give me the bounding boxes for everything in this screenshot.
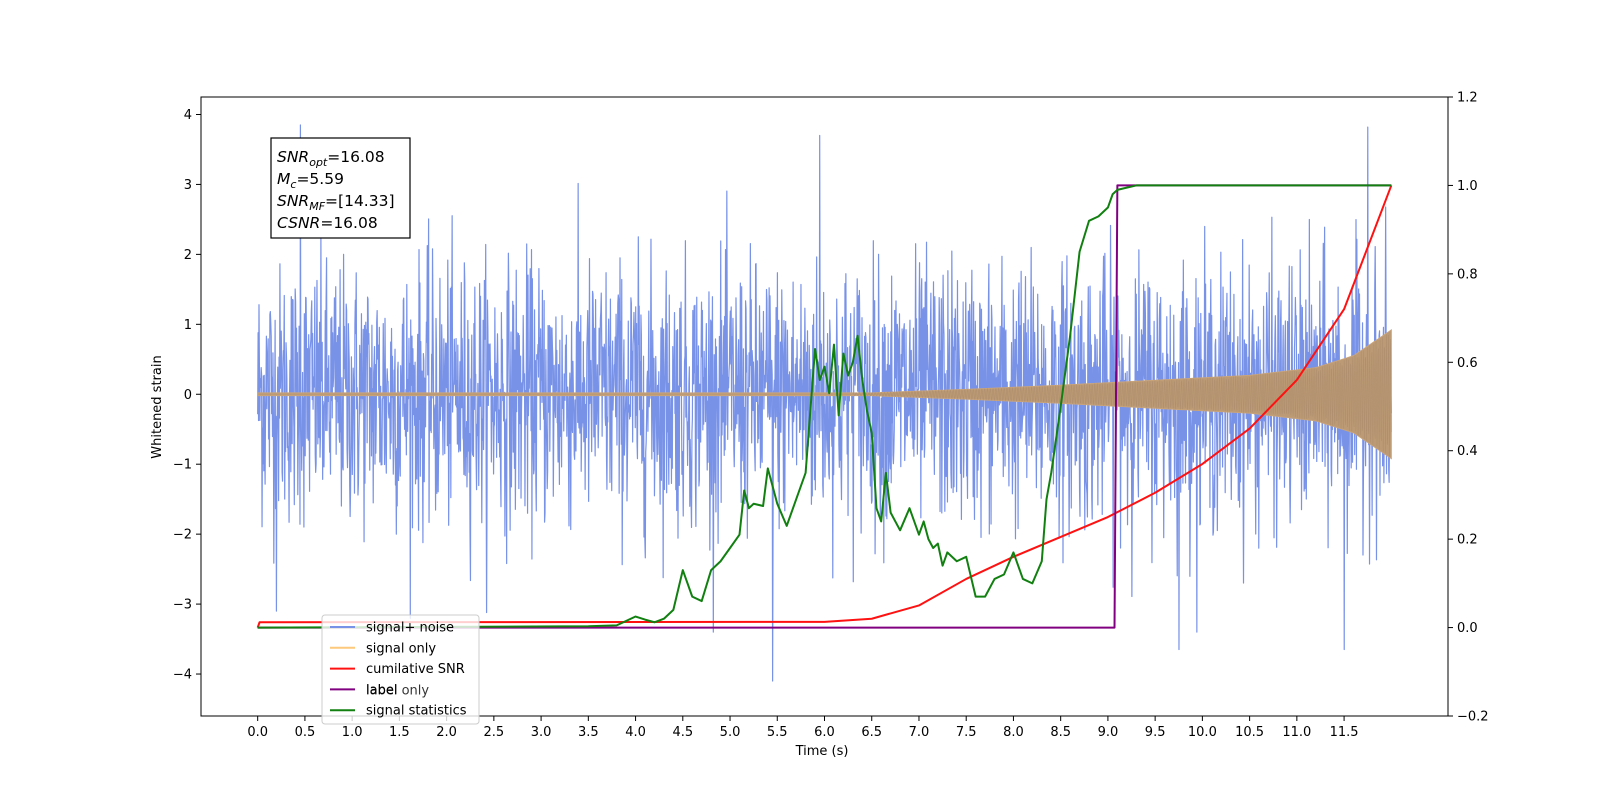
y-axis-label: Whitened strain xyxy=(150,355,165,458)
legend-label: signal only xyxy=(366,641,436,656)
y-tick-label: 2 xyxy=(184,248,192,263)
y-tick-label: −4 xyxy=(173,668,192,683)
x-tick-label: 8.0 xyxy=(1003,725,1024,740)
y2-tick-label: 0.0 xyxy=(1457,621,1478,636)
y-tick-label: −1 xyxy=(173,458,192,473)
signal-noise-series xyxy=(257,124,1392,682)
y-tick-label: 0 xyxy=(184,388,192,403)
legend-label: signal+ noise xyxy=(366,621,454,636)
x-tick-label: 7.0 xyxy=(909,725,930,740)
x-tick-label: 5.0 xyxy=(720,725,741,740)
signal-only-oscillation xyxy=(852,334,1392,458)
legend-label: cumilative SNR xyxy=(366,662,465,677)
y-axis-left: 4 3 2 1 0 −1 −2 −3 −4 xyxy=(173,108,201,683)
x-tick-label: 11.5 xyxy=(1330,725,1359,740)
y2-tick-label: 0.6 xyxy=(1457,356,1478,371)
y2-tick-label: 0.4 xyxy=(1457,444,1478,459)
signal-noise-line xyxy=(257,124,1392,682)
legend: signal+ noise signal only cumilative SNR la… xyxy=(321,614,480,725)
y2-tick-label: 0.8 xyxy=(1457,267,1478,282)
legend-frame xyxy=(321,614,480,725)
signal-only-series xyxy=(257,328,1392,460)
x-axis: 0.0 0.5 1.0 1.5 2.0 2.5 3.0 3.5 4.0 4.5 5.0 5.5 6.0 6… xyxy=(247,716,1359,740)
legend-overlap-label: label only xyxy=(366,683,429,698)
x-axis-label: Time (s) xyxy=(795,744,849,759)
x-tick-label: 11.0 xyxy=(1282,725,1311,740)
x-tick-label: 7.5 xyxy=(956,725,977,740)
x-tick-label: 6.0 xyxy=(814,725,835,740)
y-tick-label: −2 xyxy=(173,528,192,543)
x-tick-label: 3.0 xyxy=(531,725,552,740)
annotation-line: Mc=5.59 xyxy=(277,170,344,191)
x-tick-label: 3.5 xyxy=(578,725,599,740)
line-series-group xyxy=(256,184,1393,629)
legend-label: signal statistics xyxy=(366,704,467,719)
signal-statistics-line xyxy=(257,184,1392,629)
annotation-line: SNRopt=16.08 xyxy=(277,148,385,169)
y-axis-right: 1.2 1.0 0.8 0.6 0.4 0.2 0.0 −0.2 xyxy=(1448,91,1489,725)
x-tick-label: 4.0 xyxy=(625,725,646,740)
x-tick-label: 2.5 xyxy=(484,725,505,740)
x-tick-label: 6.5 xyxy=(861,725,882,740)
x-tick-label: 0.5 xyxy=(295,725,316,740)
y-tick-label: 3 xyxy=(184,178,192,193)
signal-only-band xyxy=(257,328,1392,460)
snr-annotation-box: SNRopt=16.08Mc=5.59SNRMF=[14.33]CSNR=16.… xyxy=(270,137,411,239)
x-tick-label: 10.5 xyxy=(1235,725,1264,740)
y-tick-label: 1 xyxy=(184,318,192,333)
x-tick-label: 9.0 xyxy=(1098,725,1119,740)
annotation-line: CSNR=16.08 xyxy=(277,214,378,232)
y-tick-label: 4 xyxy=(184,108,192,123)
cumilative-snr-line xyxy=(256,185,1393,628)
legend-label: label xyxy=(366,683,397,698)
x-tick-label: 1.0 xyxy=(342,725,363,740)
x-tick-label: 8.5 xyxy=(1050,725,1071,740)
x-tick-label: 5.5 xyxy=(767,725,788,740)
y-tick-label: −3 xyxy=(173,598,192,613)
y2-tick-label: 1.0 xyxy=(1457,179,1478,194)
annotation-line: SNRMF=[14.33] xyxy=(277,192,395,213)
x-tick-label: 2.0 xyxy=(436,725,457,740)
y2-tick-label: 1.2 xyxy=(1457,91,1478,106)
x-tick-label: 10.0 xyxy=(1188,725,1217,740)
y2-tick-label: −0.2 xyxy=(1457,710,1489,725)
y2-tick-label: 0.2 xyxy=(1457,533,1478,548)
x-tick-label: 0.0 xyxy=(247,725,268,740)
x-tick-label: 4.5 xyxy=(672,725,693,740)
annotation-frame xyxy=(270,137,411,239)
x-tick-label: 9.5 xyxy=(1145,725,1166,740)
x-tick-label: 1.5 xyxy=(389,725,410,740)
